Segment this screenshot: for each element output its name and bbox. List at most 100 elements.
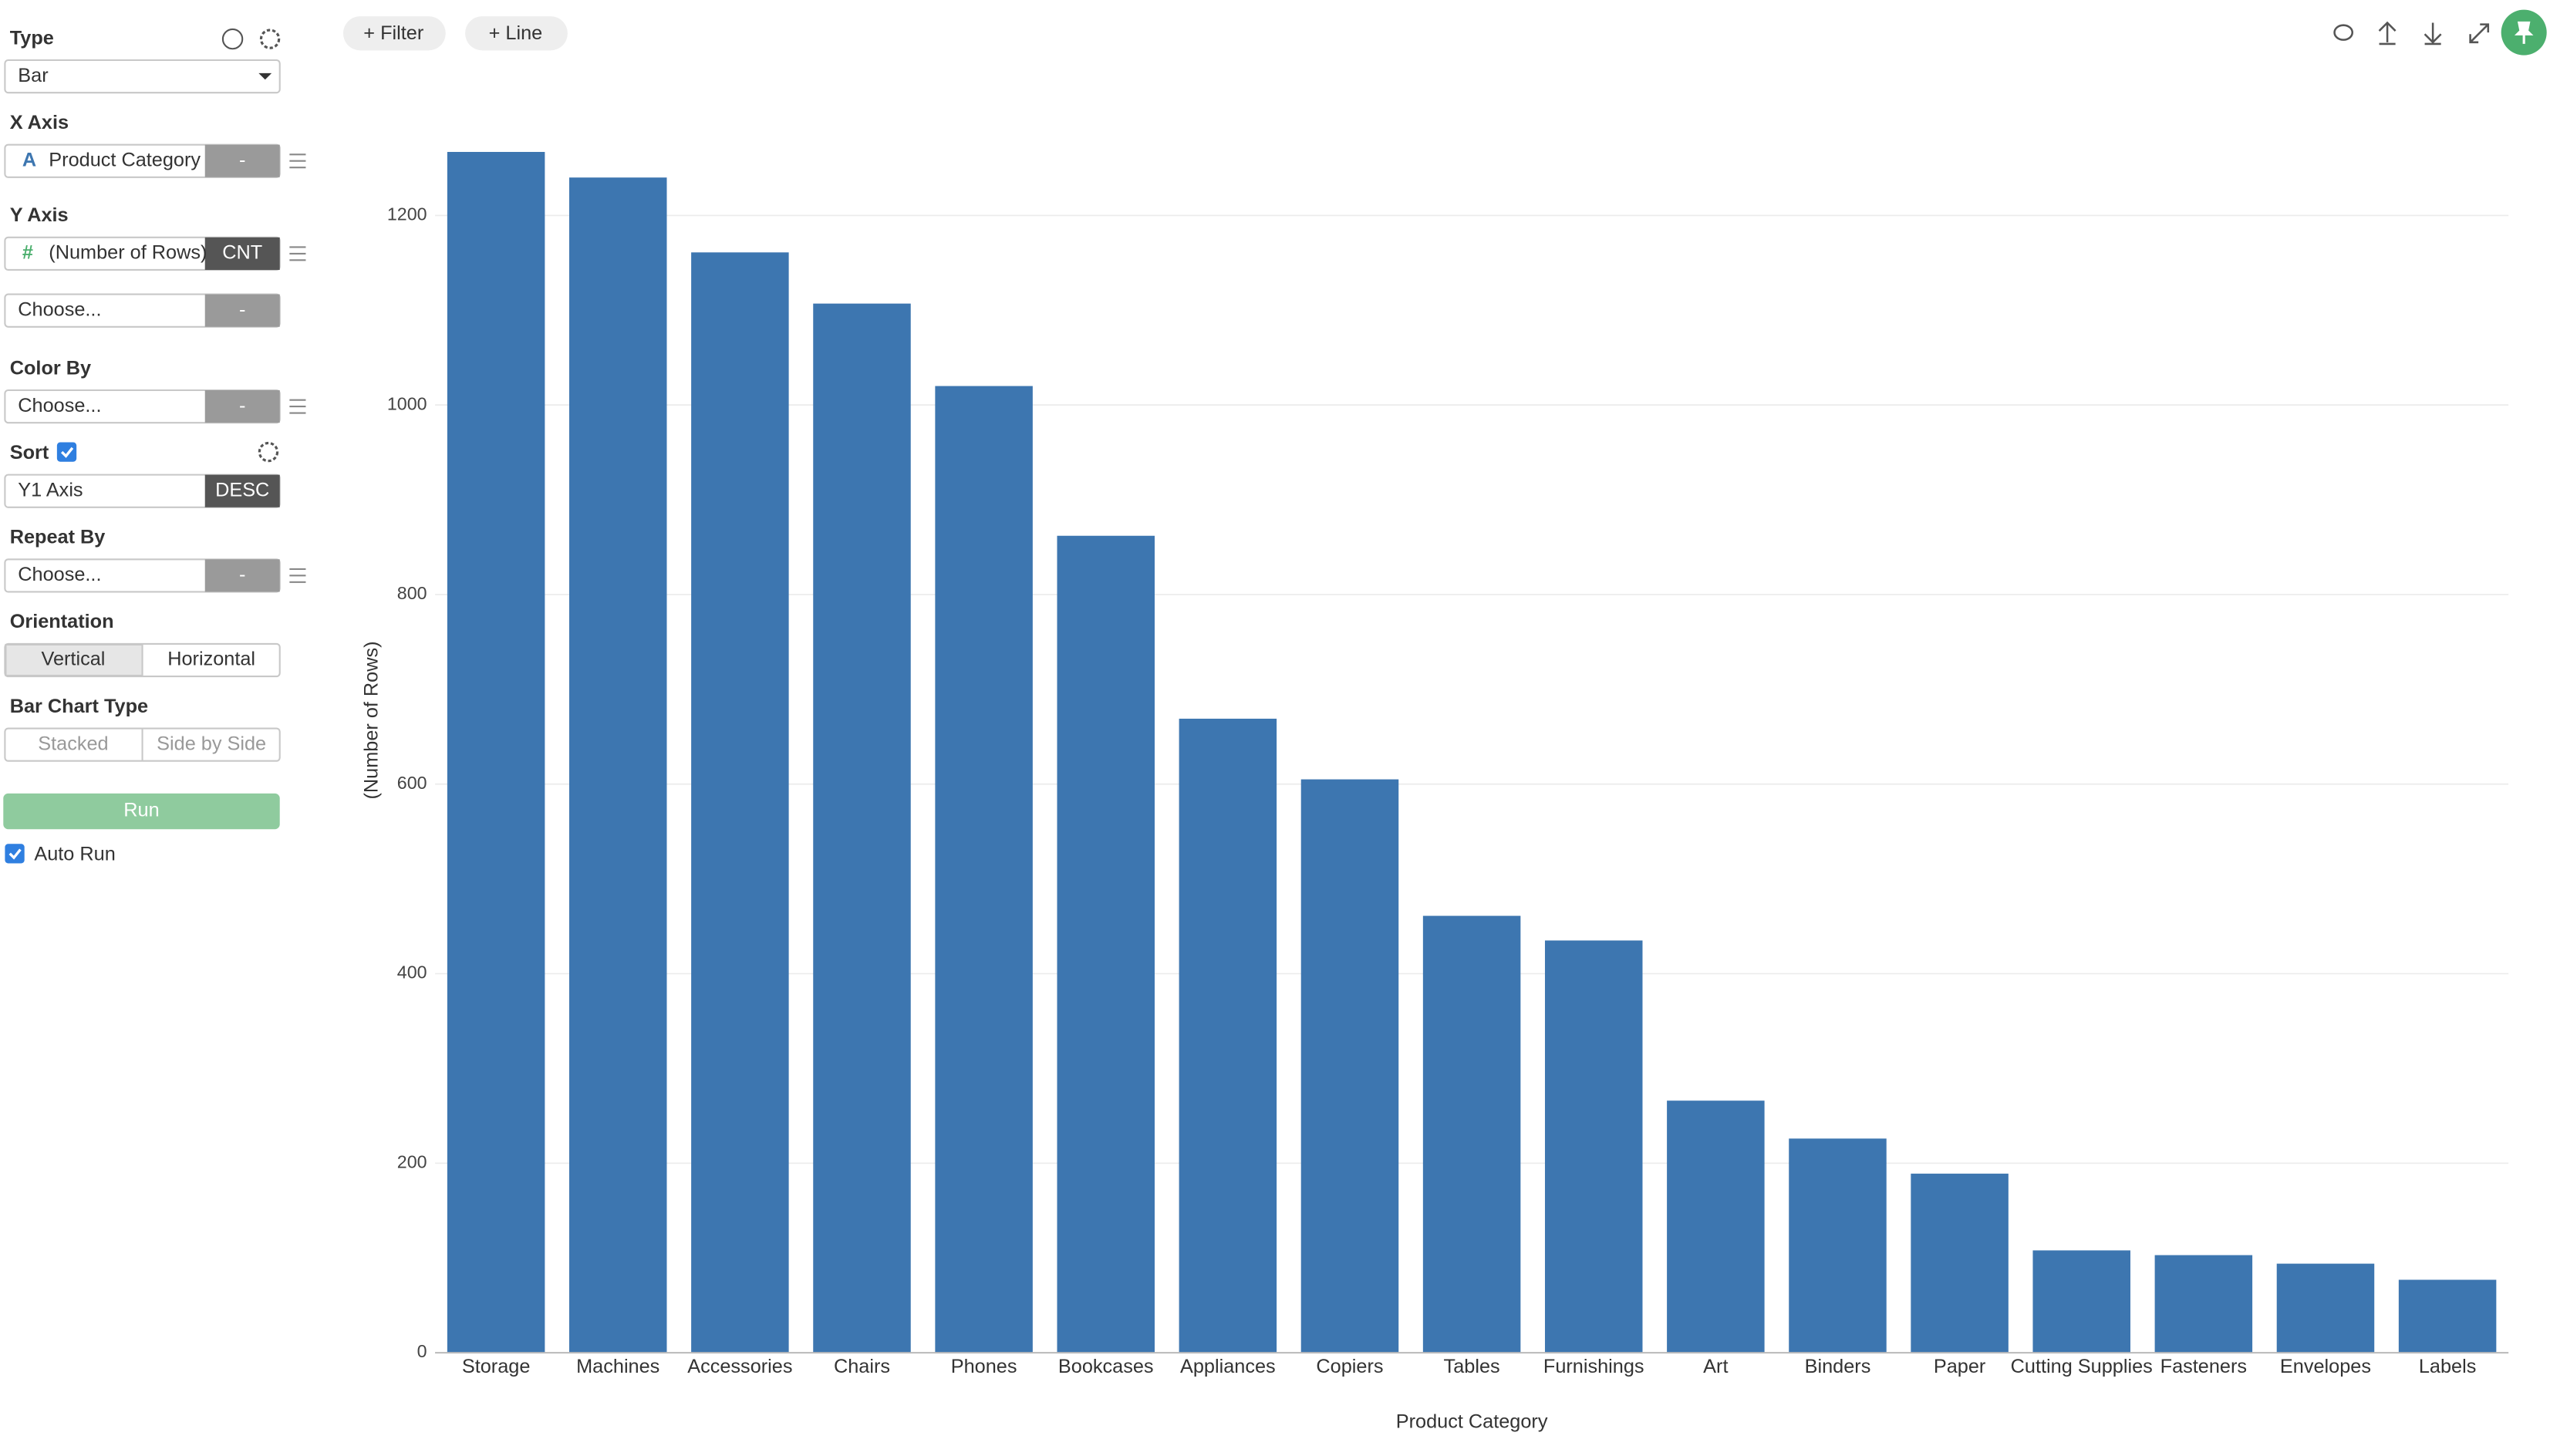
bar: [1179, 718, 1277, 1353]
y2-agg[interactable]: [204, 294, 280, 327]
type-value[interactable]: Bar: [18, 65, 48, 86]
repeat-by-agg-text[interactable]: -: [239, 564, 245, 585]
y-tick-label: 1200: [387, 204, 427, 224]
bar: [1057, 535, 1155, 1353]
type-label: Type: [10, 27, 54, 49]
x-tick-label: Storage: [462, 1356, 531, 1377]
side-by-side-text[interactable]: Side by Side: [157, 733, 266, 754]
line-button[interactable]: [465, 16, 568, 51]
menu-icon[interactable]: [289, 246, 306, 261]
y-tick-label: 400: [397, 962, 427, 982]
x-tick-label: Art: [1703, 1356, 1728, 1377]
y-tick-label: 800: [397, 583, 427, 603]
color-by-text[interactable]: Choose...: [18, 395, 101, 416]
upload-icon[interactable]: [2378, 21, 2397, 46]
bar: [1911, 1173, 2009, 1353]
check-mark: [61, 447, 74, 458]
y2-field-text[interactable]: Choose...: [18, 298, 101, 320]
x-tick-label: Phones: [951, 1356, 1017, 1377]
filter-text[interactable]: + Filter: [363, 22, 423, 44]
check-mark: [8, 848, 22, 860]
y-axis-agg-text[interactable]: CNT: [222, 242, 262, 264]
y-axis-field-text[interactable]: (Number of Rows): [49, 242, 207, 264]
x-tick-label: Chairs: [834, 1356, 890, 1377]
y2-agg-text[interactable]: -: [239, 298, 245, 320]
x-axis-label: X Axis: [10, 112, 69, 133]
x-tick-label: Accessories: [687, 1356, 792, 1377]
y-axis-agg[interactable]: [204, 237, 280, 270]
x-tick-label: Envelopes: [2280, 1356, 2371, 1377]
type-select[interactable]: [4, 59, 281, 94]
comment-icon[interactable]: [2333, 24, 2354, 41]
y-tick-label: 200: [397, 1151, 427, 1171]
menu-icon[interactable]: [289, 153, 306, 169]
x-axis-agg[interactable]: [204, 144, 280, 177]
x-tick-label: Cutting Supplies: [2011, 1356, 2153, 1377]
bar: [447, 152, 545, 1353]
color-by-label: Color By: [10, 357, 91, 379]
sort-label: Sort: [10, 442, 49, 463]
y-tick-label: 0: [417, 1341, 427, 1361]
bar: [813, 303, 911, 1353]
auto-run-text[interactable]: Auto Run: [34, 844, 115, 865]
bar-chart-type-label: Bar Chart Type: [10, 696, 148, 717]
expand-icon[interactable]: [2469, 23, 2490, 44]
x-axis-field-text[interactable]: Product Category: [49, 149, 201, 170]
sort-settings-icon[interactable]: [258, 441, 279, 463]
x-tick-label: Fasteners: [2160, 1356, 2247, 1377]
line-text[interactable]: + Line: [489, 22, 543, 44]
repeat-by-agg[interactable]: [204, 559, 280, 592]
sort-field-text[interactable]: Y1 Axis: [18, 479, 83, 501]
download-icon[interactable]: [2424, 22, 2442, 46]
run-text[interactable]: Run: [123, 800, 159, 821]
x-tick-label: Paper: [1934, 1356, 1985, 1377]
x-axis-icon: A: [22, 149, 36, 170]
repeat-by-label: Repeat By: [10, 527, 106, 548]
bar: [1544, 940, 1643, 1353]
x-tick-label: Machines: [576, 1356, 659, 1377]
bar: [2154, 1255, 2253, 1353]
vertical-text[interactable]: Vertical: [41, 649, 105, 670]
y-tick-label: 600: [397, 773, 427, 793]
filter-button[interactable]: [342, 16, 446, 51]
bar: [2398, 1279, 2497, 1353]
bar: [1422, 915, 1521, 1353]
stacked-text[interactable]: Stacked: [38, 733, 108, 754]
x-tick-label: Labels: [2419, 1356, 2476, 1377]
y-axis-icon: #: [22, 242, 33, 264]
color-by-agg-text[interactable]: -: [239, 395, 245, 416]
bar: [2276, 1263, 2375, 1353]
sort-order[interactable]: [204, 474, 280, 507]
bar: [1300, 779, 1399, 1353]
x-axis-agg-text[interactable]: -: [239, 149, 245, 170]
x-tick-label: Tables: [1444, 1356, 1500, 1377]
x-tick-label: Binders: [1805, 1356, 1871, 1377]
top-icons: [2333, 21, 2490, 46]
x-tick-label: Furnishings: [1543, 1356, 1644, 1377]
auto-run-checkbox[interactable]: [5, 844, 25, 864]
bar: [1789, 1138, 1887, 1353]
help-icon[interactable]: [221, 28, 244, 50]
run-button[interactable]: [3, 793, 280, 830]
sort-checkbox[interactable]: [56, 442, 77, 462]
bar: [568, 177, 667, 1353]
y-axis-label: Y Axis: [10, 204, 69, 226]
chart: Product Category (Number of Rows) 0 200 40…: [361, 152, 2509, 1432]
orientation-label: Orientation: [10, 611, 114, 632]
bar: [1667, 1100, 1765, 1353]
horizontal-text[interactable]: Horizontal: [167, 649, 255, 670]
vertical-option[interactable]: [5, 643, 143, 677]
dropdown-arrow: [258, 72, 272, 80]
sort-order-text[interactable]: DESC: [215, 479, 269, 501]
bar: [935, 386, 1033, 1353]
menu-icons: [289, 153, 306, 583]
menu-icon[interactable]: [289, 399, 306, 414]
color-by-agg[interactable]: [204, 389, 280, 423]
settings-icon[interactable]: [259, 29, 281, 49]
menu-icon[interactable]: [289, 568, 306, 583]
x-tick-label: Bookcases: [1058, 1356, 1154, 1377]
repeat-by-text[interactable]: Choose...: [18, 564, 101, 585]
bar: [691, 252, 789, 1353]
x-axis-title: Product Category: [1396, 1410, 1548, 1432]
